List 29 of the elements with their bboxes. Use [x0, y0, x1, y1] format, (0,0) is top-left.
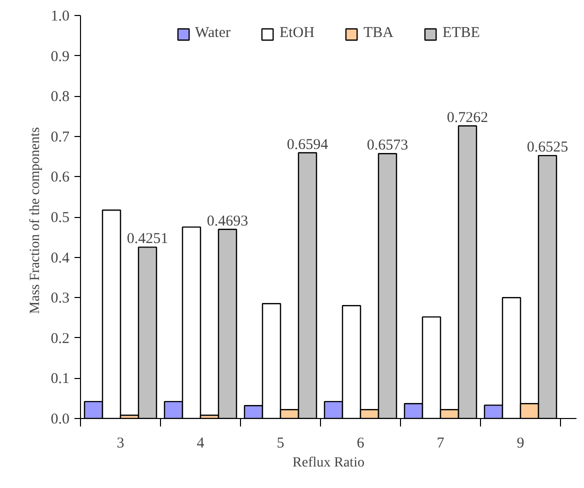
- y-tick-label: 0.9: [50, 48, 70, 65]
- y-tick-label: 0.1: [50, 371, 70, 388]
- x-tick-label: 7: [436, 436, 445, 452]
- data-label: 0.4693: [206, 213, 248, 230]
- y-tick-label: 1.0: [50, 8, 70, 24]
- x-tick-label: 9: [516, 436, 524, 452]
- data-label: 0.6525: [526, 140, 568, 156]
- y-axis-title: Mass Fraction of the components: [28, 127, 43, 314]
- y-tick-label: 0.3: [50, 290, 70, 307]
- legend-label: ETBE: [442, 25, 480, 42]
- y-tick-label: 0.5: [50, 210, 70, 226]
- y-tick-label: 0.4: [50, 250, 70, 266]
- y-tick-label: 0.7: [50, 129, 70, 146]
- legend-label: Water: [195, 25, 230, 42]
- y-tick-label: 0.8: [50, 89, 70, 106]
- x-tick-label: 4: [196, 436, 205, 452]
- x-axis-title: Reflux Ratio: [292, 456, 364, 470]
- y-tick-label: 0.6: [50, 170, 70, 186]
- data-label: 0.7262: [446, 110, 488, 126]
- y-tick-label: 0.0: [50, 412, 70, 428]
- data-label: 0.6573: [366, 138, 408, 154]
- x-tick-label: 6: [356, 436, 365, 452]
- legend-label: TBA: [363, 25, 394, 42]
- x-tick-label: 5: [276, 436, 284, 452]
- data-label: 0.4251: [126, 231, 168, 248]
- legend-label: EtOH: [279, 25, 314, 42]
- y-tick-label: 0.2: [50, 330, 70, 347]
- data-label: 0.6594: [286, 136, 329, 153]
- x-tick-label: 3: [116, 436, 124, 452]
